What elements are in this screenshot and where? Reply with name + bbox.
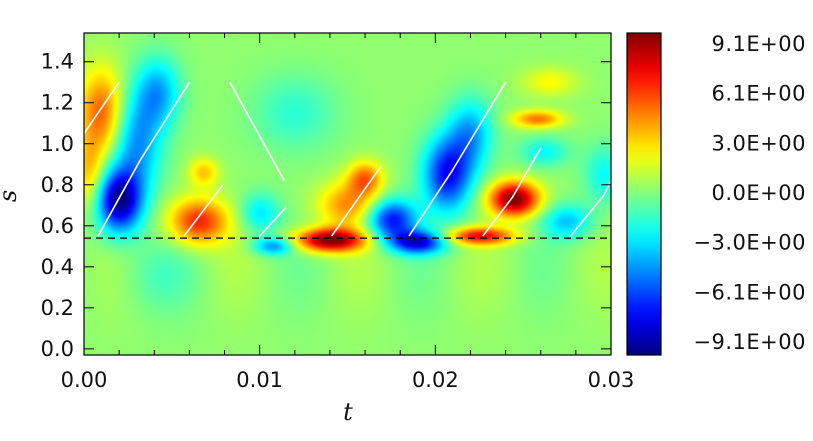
colorbar-gradient — [627, 33, 661, 355]
x-tick-label: 0.02 — [412, 368, 459, 392]
x-tick-label: 0.00 — [61, 368, 108, 392]
y-tick-label: 0.4 — [41, 255, 74, 279]
white-line-2 — [183, 184, 224, 237]
colorbar-label: −9.1E+00 — [693, 330, 806, 354]
y-tick-label: 0.2 — [41, 296, 74, 320]
colorbar-ticks: 9.1E+00 6.1E+00 3.0E+00 0.0E+00 −3.0E+00 −6.1… — [693, 32, 806, 354]
y-tick-label: 0.0 — [41, 337, 74, 361]
colorbar-frame — [626, 32, 662, 356]
colorbar-label: 9.1E+00 — [712, 32, 806, 56]
white-line-6 — [408, 81, 507, 237]
y-tick-label: 0.8 — [41, 173, 74, 197]
colorbar: 9.1E+00 6.1E+00 3.0E+00 0.0E+00 −3.0E+00 −6.1… — [626, 32, 806, 356]
colorbar-label: 6.1E+00 — [712, 82, 806, 106]
white-line-3 — [229, 81, 285, 182]
white-line-8 — [569, 180, 611, 237]
white-line-4 — [259, 206, 287, 237]
y-axis-title: s — [0, 190, 22, 202]
white-line-5 — [331, 165, 382, 237]
white-line-0 — [84, 81, 120, 134]
white-lines-group — [84, 81, 611, 237]
x-axis-title: t — [343, 398, 353, 426]
colorbar-label: 0.0E+00 — [712, 181, 806, 205]
y-tick-label: 1.0 — [41, 132, 74, 156]
y-tick-label: 1.4 — [41, 50, 74, 74]
x-axis: 0.00 0.01 0.02 0.03 — [61, 33, 635, 392]
plot-frame — [83, 32, 612, 356]
white-line-7 — [482, 147, 542, 237]
y-tick-label: 1.2 — [41, 91, 74, 115]
plot-area — [84, 33, 611, 355]
colorbar-label: −6.1E+00 — [693, 280, 806, 304]
x-tick-label: 0.01 — [236, 368, 283, 392]
x-tick-label: 0.03 — [588, 368, 635, 392]
colorbar-label: −3.0E+00 — [693, 231, 806, 255]
y-tick-label: 0.6 — [41, 214, 74, 238]
colorbar-label: 3.0E+00 — [712, 131, 806, 155]
y-axis: 0.0 0.2 0.4 0.6 0.8 1.0 1.2 1.4 — [41, 50, 611, 361]
white-line-1 — [97, 81, 191, 237]
heatmap-image — [84, 33, 611, 355]
